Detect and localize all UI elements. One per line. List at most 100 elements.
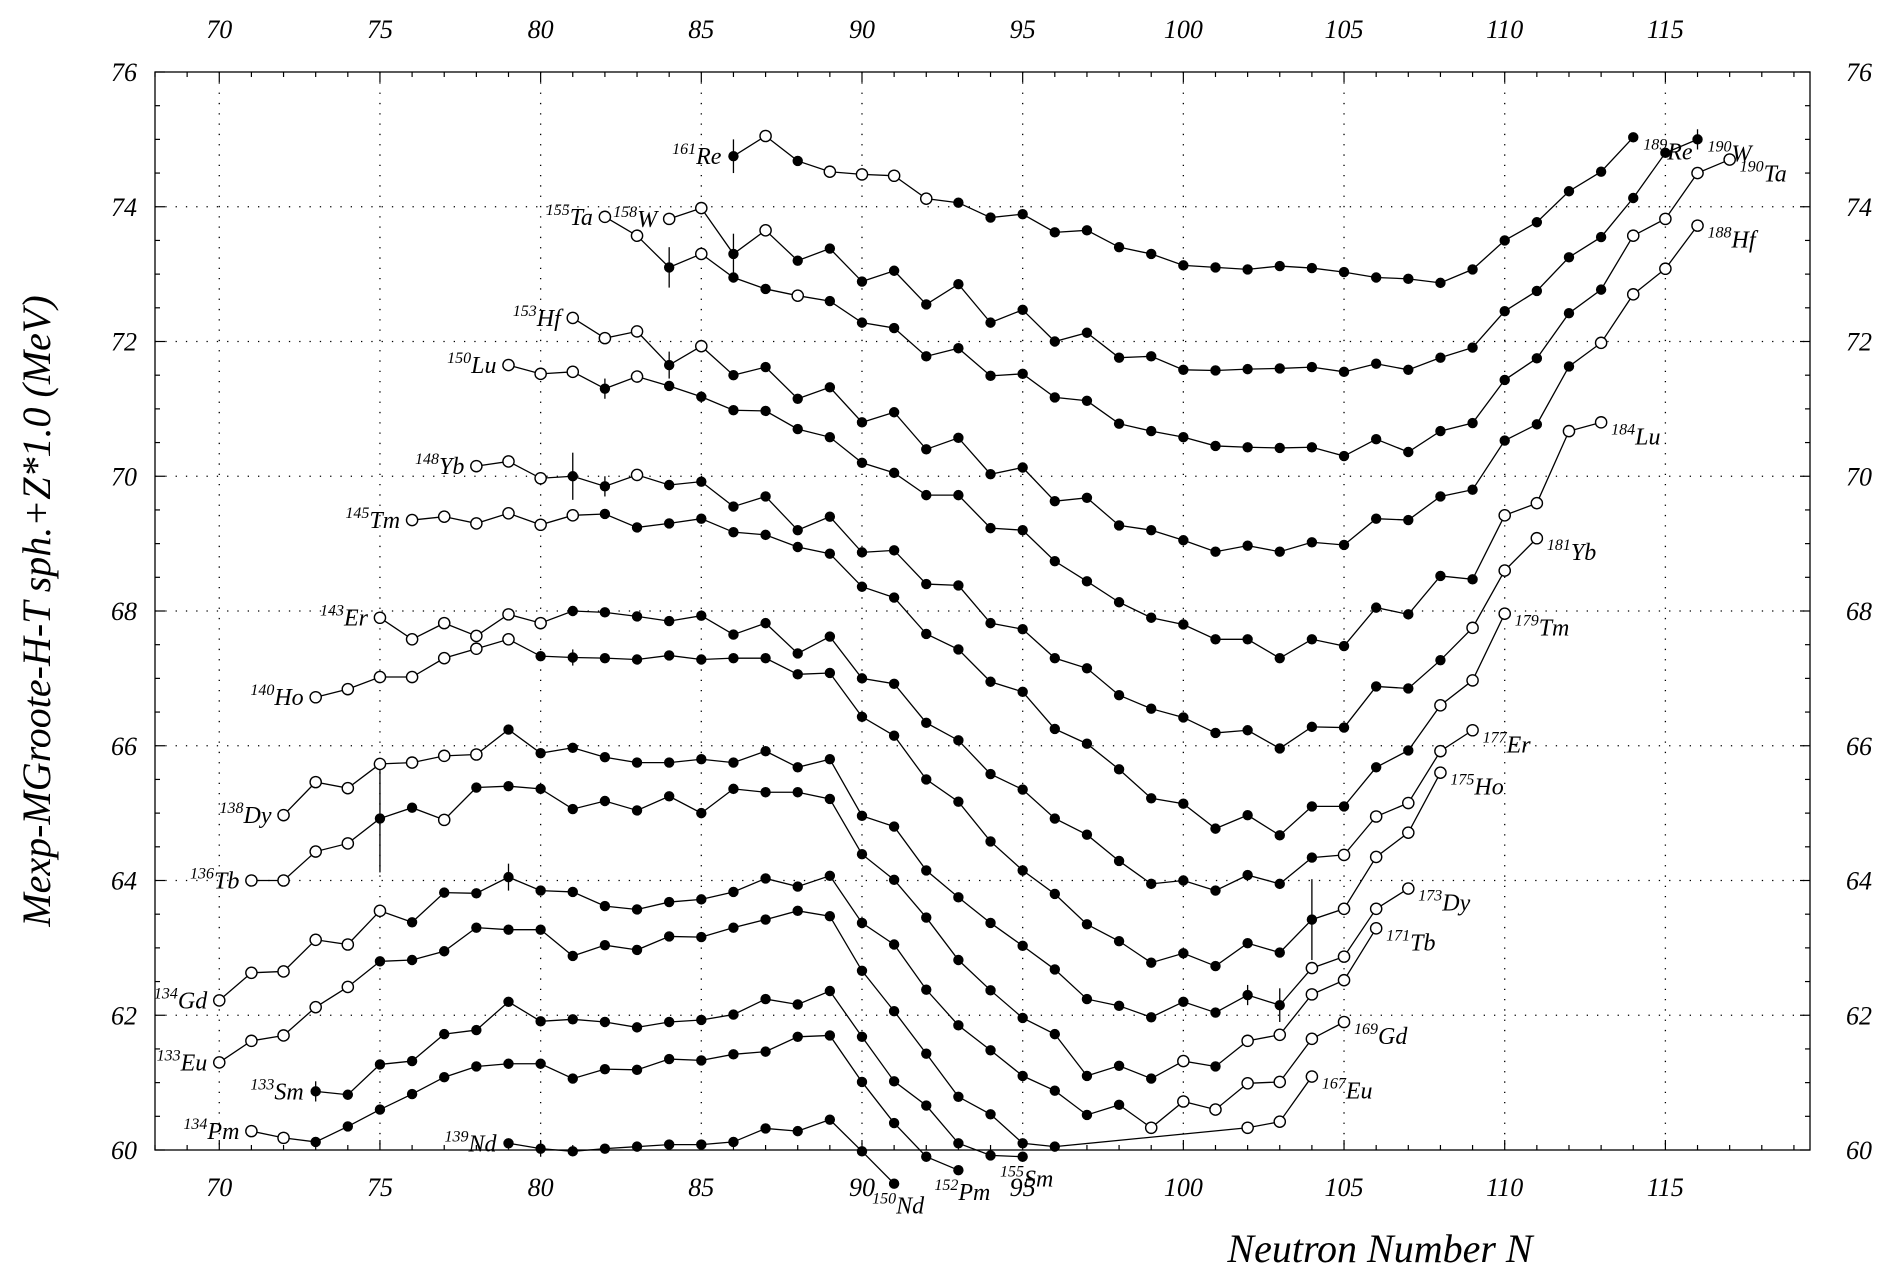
data-point-filled xyxy=(792,999,803,1010)
series-line-Lu xyxy=(508,364,1602,659)
data-point-filled xyxy=(1338,640,1350,652)
data-point-filled xyxy=(1628,132,1639,143)
data-point-filled xyxy=(856,810,868,822)
data-point-filled xyxy=(1210,1061,1221,1072)
data-point-filled xyxy=(1017,208,1028,220)
x-tick-label-bottom: 85 xyxy=(688,1173,714,1202)
data-point-filled xyxy=(1370,433,1382,445)
data-point-open xyxy=(309,775,322,789)
data-point-filled xyxy=(728,248,739,260)
data-point-open xyxy=(437,510,451,523)
data-point-filled xyxy=(567,1073,578,1084)
data-point-filled xyxy=(696,610,707,621)
data-point-filled xyxy=(1113,1099,1125,1111)
data-point-filled xyxy=(663,931,675,942)
data-point-filled xyxy=(374,956,386,967)
data-point-filled xyxy=(1306,721,1318,733)
curve-label-Dy-start: 138Dy xyxy=(220,800,272,829)
series-Tb xyxy=(245,764,1383,1084)
data-point-filled xyxy=(792,524,803,536)
data-point-filled xyxy=(1370,602,1382,613)
data-point-filled xyxy=(953,580,964,591)
series-line-Sm xyxy=(315,990,1023,1158)
data-point-open xyxy=(277,1131,290,1145)
data-point-filled xyxy=(824,511,836,522)
data-point-open xyxy=(1691,219,1704,232)
element-symbol: Tm xyxy=(369,508,400,534)
mass-number: 161 xyxy=(672,141,696,158)
data-point-filled xyxy=(1081,1109,1093,1121)
element-symbol: Er xyxy=(1506,732,1532,758)
y-tick-label-left: 72 xyxy=(111,328,137,357)
curve-labels: 139Nd150Nd134Pm152Pm133Sm155Sm133Eu167Eu… xyxy=(154,136,1787,1219)
data-point-filled xyxy=(1435,425,1446,437)
data-point-filled xyxy=(1467,264,1478,275)
data-point-filled xyxy=(1242,937,1253,949)
mass-number: 190 xyxy=(1708,138,1732,155)
data-point-filled xyxy=(728,1136,739,1148)
data-point-filled xyxy=(1178,712,1189,723)
data-point-filled xyxy=(342,1089,354,1100)
data-point-filled xyxy=(567,1146,578,1157)
data-point-filled xyxy=(760,652,771,664)
data-point-filled xyxy=(824,911,836,922)
data-point-filled xyxy=(921,774,932,785)
x-tick-label-top: 110 xyxy=(1486,15,1523,44)
data-point-open xyxy=(1498,564,1512,577)
data-point-open xyxy=(405,670,419,684)
y-tick-label-left: 64 xyxy=(111,867,137,896)
element-symbol: Sm xyxy=(1024,1167,1053,1193)
mass-number: 179 xyxy=(1515,613,1539,630)
x-tick-label-top: 100 xyxy=(1164,15,1203,44)
data-point-filled xyxy=(1338,366,1350,378)
data-point-open xyxy=(1369,850,1383,864)
data-point-filled xyxy=(856,581,868,592)
data-point-open xyxy=(245,966,258,980)
data-point-filled xyxy=(1113,1060,1125,1071)
series-Pm xyxy=(245,1030,964,1176)
y-tick-label-right: 76 xyxy=(1846,58,1872,87)
data-point-filled xyxy=(728,272,739,283)
data-point-filled xyxy=(1403,364,1414,375)
data-point-filled xyxy=(599,752,611,763)
data-point-filled xyxy=(1049,555,1061,567)
data-point-filled xyxy=(1049,888,1061,900)
data-point-filled xyxy=(1178,798,1189,809)
element-symbol: Re xyxy=(695,144,722,170)
data-point-filled xyxy=(567,886,578,898)
data-point-filled xyxy=(374,813,386,824)
data-point-open xyxy=(470,629,483,643)
element-symbol: Yb xyxy=(439,454,464,480)
data-point-filled xyxy=(567,471,578,482)
data-point-filled xyxy=(1435,570,1446,582)
data-point-filled xyxy=(1210,262,1221,273)
data-point-filled xyxy=(792,1125,803,1137)
data-point-filled xyxy=(985,1045,996,1056)
data-point-filled xyxy=(1403,514,1414,526)
curve-label-Tb-start: 136Tb xyxy=(190,866,239,895)
data-point-filled xyxy=(792,648,803,659)
data-point-open xyxy=(1273,1028,1287,1042)
series-line-Dy xyxy=(283,728,1409,1018)
data-point-filled xyxy=(1081,738,1093,749)
mass-number: 152 xyxy=(934,1177,958,1194)
data-point-open xyxy=(1305,1032,1319,1046)
data-point-open xyxy=(1337,848,1351,862)
data-point-filled xyxy=(921,351,932,362)
data-point-filled xyxy=(631,805,643,816)
series-Eu xyxy=(212,905,1319,1152)
data-point-open xyxy=(309,845,322,858)
data-point-filled xyxy=(1242,869,1253,881)
data-point-filled xyxy=(888,1178,900,1189)
data-point-filled xyxy=(1081,395,1093,406)
data-point-open xyxy=(373,611,387,625)
curve-label-Sm-end: 155Sm xyxy=(1000,1164,1053,1193)
element-symbol: W xyxy=(637,207,659,233)
data-point-filled xyxy=(1467,342,1478,353)
data-point-filled xyxy=(824,1114,836,1125)
data-point-filled xyxy=(1210,823,1221,834)
data-point-filled xyxy=(921,1100,932,1111)
element-symbol: Ho xyxy=(1473,775,1503,801)
mass-number: 158 xyxy=(613,204,637,221)
